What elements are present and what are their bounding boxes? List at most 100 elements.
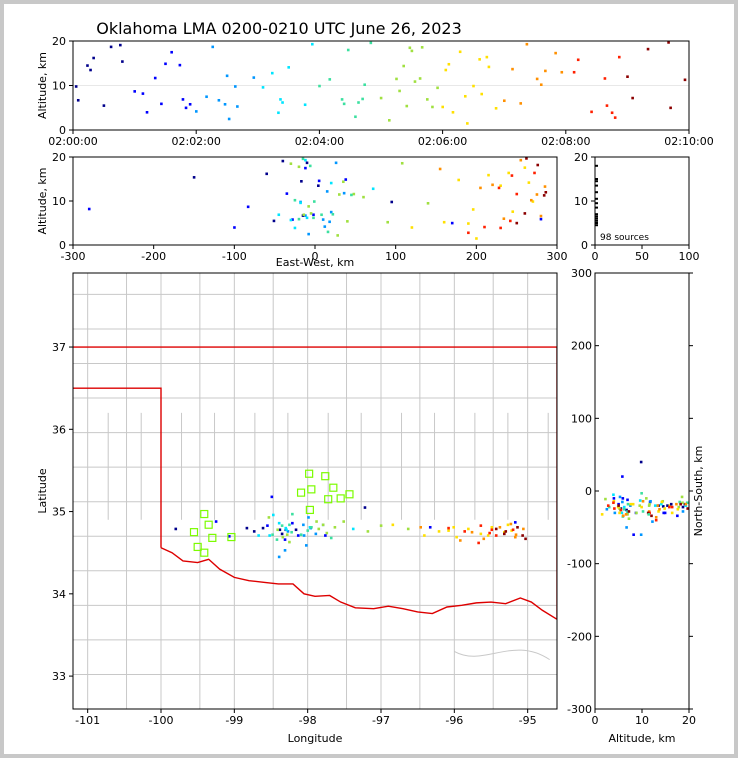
east-west-point bbox=[510, 174, 514, 177]
plan-view-point bbox=[490, 525, 494, 529]
time-altitude-point bbox=[441, 105, 444, 109]
north-south-point bbox=[619, 507, 623, 510]
lma-station-marker bbox=[345, 490, 354, 499]
source-count-label: 98 sources bbox=[600, 233, 649, 243]
lma-station-marker bbox=[305, 505, 314, 515]
time-altitude-point bbox=[236, 105, 239, 108]
plan-view-point bbox=[488, 531, 491, 535]
east-west-point bbox=[344, 178, 348, 181]
east-west-point bbox=[386, 220, 389, 224]
east-west-point bbox=[329, 210, 333, 214]
time-altitude-point bbox=[503, 99, 506, 103]
north-south-point bbox=[647, 513, 650, 516]
time-altitude-point bbox=[303, 103, 307, 107]
plan-view-xlabel: Longitude bbox=[288, 732, 343, 745]
east-west-point bbox=[544, 191, 548, 194]
time-altitude-point bbox=[153, 76, 157, 80]
north-south-point bbox=[626, 511, 629, 515]
plan-view-point bbox=[275, 538, 279, 541]
plan-view-map-panel: -101 -100 -99 -98 -97 -96 -95 33 34 35 36 37 Latitud… bbox=[36, 272, 558, 745]
plan-view-point bbox=[296, 534, 300, 537]
time-altitude-point bbox=[369, 41, 373, 45]
time-altitude-point bbox=[76, 98, 80, 102]
time-altitude-point bbox=[667, 41, 670, 44]
lma-station-marker bbox=[296, 488, 306, 497]
time-altitude-point bbox=[170, 50, 173, 54]
plan-view-point bbox=[290, 530, 293, 534]
north-south-point bbox=[646, 511, 650, 515]
time-altitude-point bbox=[195, 110, 198, 113]
plan-view-point bbox=[268, 534, 271, 537]
north-south-point bbox=[622, 514, 625, 518]
time-altitude-point bbox=[133, 90, 136, 93]
figure-canvas: Oklahoma LMA 0200-0210 UTC June 26, 2023… bbox=[36, 19, 714, 745]
east-west-point bbox=[325, 190, 329, 193]
lma-station-marker bbox=[227, 532, 236, 542]
time-altitude-point bbox=[102, 104, 106, 107]
lma-station-marker bbox=[336, 494, 345, 503]
north-south-point bbox=[622, 505, 626, 509]
north-south-ytick-label: -200 bbox=[567, 630, 592, 643]
plan-view-point bbox=[379, 524, 383, 527]
east-west-point bbox=[519, 158, 523, 162]
plan-view-point bbox=[283, 549, 287, 552]
east-west-point bbox=[539, 217, 543, 221]
plan-view-point bbox=[522, 527, 525, 531]
histogram-bar bbox=[595, 180, 598, 183]
east-west-point bbox=[285, 192, 289, 195]
histogram-bar bbox=[595, 217, 598, 220]
histogram-xtick-label: 50 bbox=[635, 250, 649, 263]
plan-view-point bbox=[511, 528, 515, 532]
north-south-point bbox=[640, 491, 643, 495]
east-west-point bbox=[531, 200, 535, 203]
east-west-point bbox=[499, 226, 502, 230]
time-altitude-point bbox=[121, 60, 124, 63]
histogram-bar bbox=[595, 178, 598, 180]
time-altitude-point bbox=[234, 85, 237, 88]
plan-view-point bbox=[315, 520, 318, 523]
east-west-xtick-label: -100 bbox=[222, 250, 247, 263]
time-altitude-point bbox=[478, 58, 481, 61]
east-west-point bbox=[539, 214, 543, 218]
north-south-point bbox=[641, 510, 645, 513]
north-south-point bbox=[618, 495, 622, 499]
plan-view-point bbox=[428, 525, 432, 529]
north-south-point bbox=[660, 502, 663, 506]
north-south-ytick-label: 200 bbox=[571, 340, 592, 353]
plan-view-point bbox=[437, 530, 441, 533]
north-south-point bbox=[618, 507, 621, 510]
plan-view-point bbox=[419, 525, 422, 529]
plan-view-point bbox=[302, 534, 306, 537]
time-altitude-point bbox=[572, 70, 576, 74]
time-altitude-point bbox=[410, 49, 414, 53]
time-altitude-point bbox=[646, 47, 650, 51]
time-altitude-point bbox=[444, 68, 448, 72]
east-west-point bbox=[509, 219, 512, 223]
east-west-xtick-label: -200 bbox=[141, 250, 166, 263]
east-west-point bbox=[301, 157, 305, 161]
east-west-xtick-label: 100 bbox=[385, 250, 406, 263]
plan-view-point bbox=[524, 537, 527, 541]
histogram-bar bbox=[595, 184, 598, 187]
time-altitude-point bbox=[466, 122, 469, 125]
time-altitude-point bbox=[178, 63, 182, 67]
plan-view-point bbox=[459, 539, 462, 542]
north-south-point bbox=[649, 499, 652, 503]
time-altitude-point bbox=[388, 119, 391, 122]
plan-view-point bbox=[329, 536, 333, 540]
plan-view-point bbox=[514, 521, 517, 524]
east-west-point bbox=[499, 184, 502, 187]
north-south-point bbox=[640, 505, 643, 509]
north-south-point bbox=[648, 511, 651, 515]
time-altitude-point bbox=[342, 102, 346, 106]
histogram-bar bbox=[595, 164, 598, 167]
east-west-point bbox=[277, 213, 281, 217]
plan-view-point bbox=[302, 523, 305, 527]
north-south-ytick-label: 100 bbox=[571, 412, 592, 425]
east-west-point bbox=[334, 161, 338, 165]
east-west-point bbox=[246, 205, 250, 209]
north-south-point bbox=[620, 511, 624, 515]
plan-view-xtick-label: -101 bbox=[75, 714, 100, 727]
plan-view-point bbox=[333, 525, 337, 529]
plan-view-point bbox=[470, 530, 474, 534]
